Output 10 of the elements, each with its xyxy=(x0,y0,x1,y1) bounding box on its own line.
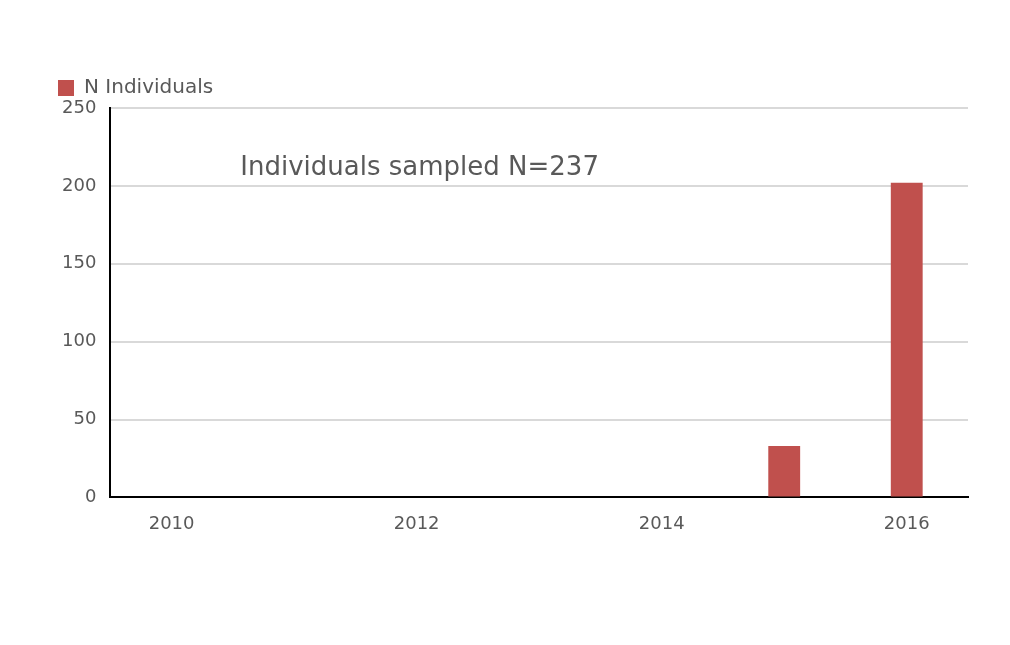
x-tick-label: 2010 xyxy=(148,511,195,533)
x-tick-label: 2016 xyxy=(883,511,930,533)
y-tick-label: 100 xyxy=(62,329,97,351)
annotation: Individuals sampled N=237 xyxy=(240,150,599,181)
y-tick-label: 200 xyxy=(62,173,97,195)
x-tick-label: 2014 xyxy=(638,511,685,533)
y-tick-label: 150 xyxy=(62,251,97,273)
y-tick-label: 0 xyxy=(84,485,97,507)
y-tick-label: 50 xyxy=(73,407,97,429)
x-tick-label: 2012 xyxy=(393,511,440,533)
